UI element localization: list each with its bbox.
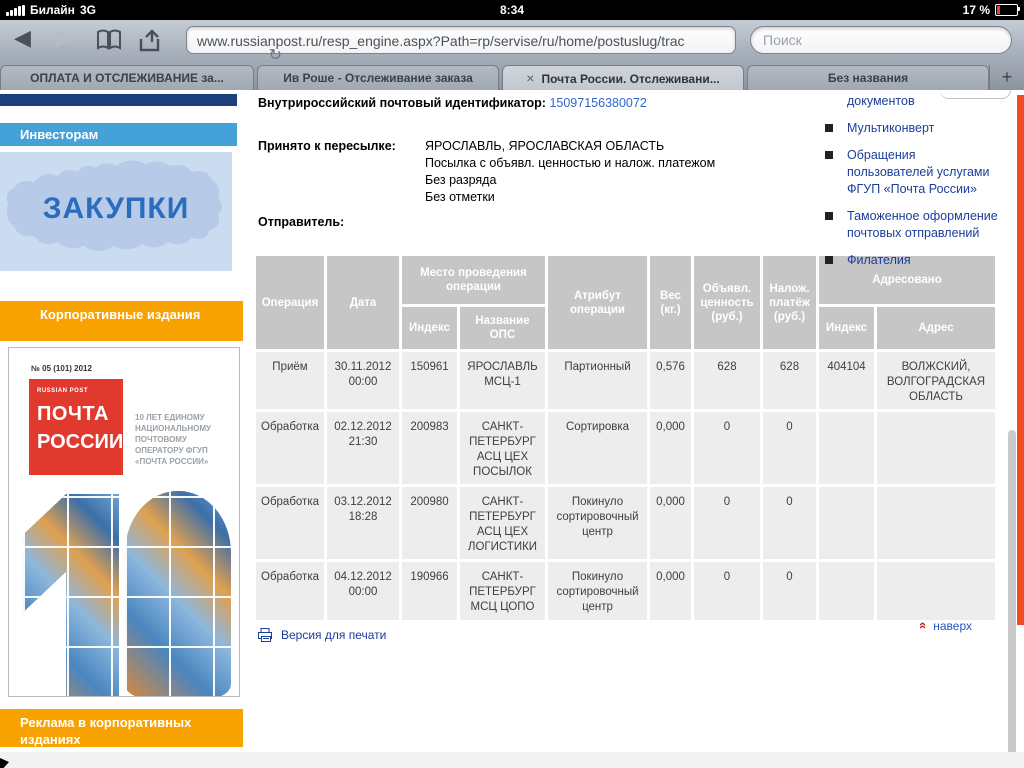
browser-toolbar: ◀ ▶ www.russianpost.ru/resp_engine.aspx?… [0,20,1024,64]
link-item-continuation[interactable]: документов [847,94,915,108]
battery-percent: 17 % [962,3,990,17]
magazine-issue: № 05 (101) 2012 [31,364,92,373]
col-operation: Операция [256,256,324,349]
postal-id-label-1: Внутрироссийский [258,96,377,110]
right-links-list: документов Мультиконверт Обращения польз… [822,93,1004,279]
russian-post-logo: RUSSIAN POST ПОЧТА РОССИИ [29,379,123,475]
scrollbar[interactable] [1008,430,1016,760]
back-button[interactable]: ◀ [14,25,31,50]
table-row: Приём 30.11.2012 00:00 150961 ЯРОСЛАВЛЬ МС… [256,352,995,409]
tab-bar: ОПЛАТА И ОТСЛЕЖИВАНИЕ за... Ив Роше - От… [0,62,1024,90]
print-version-link[interactable]: Версия для печати [281,628,387,642]
photo-collage-digit-1 [23,494,119,696]
russia-map-icon [6,160,222,251]
accepted-mark: Без отметки [425,190,495,204]
new-tab-button[interactable]: + [989,65,1024,90]
link-item-philately[interactable]: Филателия [822,252,1004,269]
tab-payment-tracking[interactable]: ОПЛАТА И ОТСЛЕЖИВАНИЕ за... [0,65,254,90]
tracking-table: Операция Дата Место проведения операции … [253,253,998,623]
procurement-label: ЗАКУПКИ [42,192,190,225]
col-cod: Налож. платёж (руб.) [763,256,816,349]
col-weight: Вес (кг.) [650,256,691,349]
link-item-multiconvert[interactable]: Мультиконверт [822,120,1004,137]
bullet-square-icon [825,256,833,264]
col-declared: Объявл. ценность (руб.) [694,256,760,349]
sidebar-section-fragment [0,94,237,106]
signal-strength-icon [6,4,25,16]
col-addr: Адрес [877,307,995,349]
bullet-square-icon [825,151,833,159]
col-date: Дата [327,256,399,349]
table-row: Обработка 03.12.2012 18:28 200980 САНКТ-ПЕ… [256,487,995,559]
col-attribute: Атрибут операции [548,256,647,349]
status-bar: Билайн 3G 8:34 17 % [0,0,1024,20]
postal-id-label-2: почтовый идентификатор: [379,96,546,110]
reload-icon[interactable]: ↻ [268,47,282,64]
tab-untitled[interactable]: Без названия [747,65,989,90]
magazine-cover[interactable]: № 05 (101) 2012 RUSSIAN POST ПОЧТА РОССИ… [8,347,240,697]
sidebar-item-advertising[interactable]: Реклама в корпоративных изданиях [0,709,243,747]
accepted-type: Посылка с объявл. ценностью и налож. пла… [425,156,716,170]
postal-id-block: Внутрироссийский почтовый идентификатор:… [258,95,803,112]
page-bottom-band [0,752,1024,768]
chevron-up-icon: « [916,621,932,630]
clock: 8:34 [499,3,525,17]
col-place-index: Индекс [402,307,457,349]
sender-label: Отправитель: [258,215,345,229]
sidebar-item-corporate-editions[interactable]: Корпоративные издания [0,301,243,341]
col-addr-index: Индекс [819,307,874,349]
procurement-banner[interactable]: ЗАКУПКИ [0,152,232,271]
back-to-top-link[interactable]: наверх [933,618,972,633]
page-edge-banner [1017,95,1024,625]
accepted-label: Принято к пересылке: [258,139,396,153]
cursor-artifact [0,758,9,768]
network-label: 3G [79,3,96,17]
table-row: Обработка 04.12.2012 00:00 190966 САНКТ-ПЕ… [256,562,995,620]
bullet-square-icon [825,124,833,132]
close-tab-icon[interactable]: × [526,70,535,86]
carrier-label: Билайн [30,3,75,17]
tracking-number-link[interactable]: 15097156380072 [549,96,647,110]
table-row: Обработка 02.12.2012 21:30 200983 САНКТ-ПЕ… [256,412,995,484]
bookmarks-icon[interactable] [96,29,122,51]
magazine-tagline: 10 лет единому национальному почтовому о… [135,413,212,466]
share-icon[interactable] [138,29,164,53]
forward-button[interactable]: ▶ [56,25,73,50]
link-item-customs[interactable]: Таможенное оформление почтовых отправлен… [822,208,1004,242]
col-place-name: Название ОПС [460,307,545,349]
bullet-square-icon [825,212,833,220]
link-item-user-requests[interactable]: Обращения пользователей услугами ФГУП «П… [822,147,1004,198]
tab-russian-post-active[interactable]: × Почта России. Отслеживани... [502,65,744,90]
accepted-place: ЯРОСЛАВЛЬ, ЯРОСЛАВСКАЯ ОБЛАСТЬ [425,139,665,153]
battery-icon [995,4,1020,16]
printer-icon [258,628,272,642]
col-place-group: Место проведения операции [402,256,545,304]
search-input[interactable] [750,26,1012,54]
accepted-class: Без разряда [425,173,497,187]
sidebar-item-investors[interactable]: Инвесторам [0,123,237,146]
col-addressed-group: Адресовано [819,256,995,304]
tab-yves-rocher[interactable]: Ив Роше - Отслеживание заказа [257,65,499,90]
address-bar[interactable]: www.russianpost.ru/resp_engine.aspx?Path… [186,26,736,54]
webpage: Инвесторам ЗАКУПКИ Корпоративные издания… [0,90,1024,768]
photo-collage-digit-0 [125,491,231,696]
